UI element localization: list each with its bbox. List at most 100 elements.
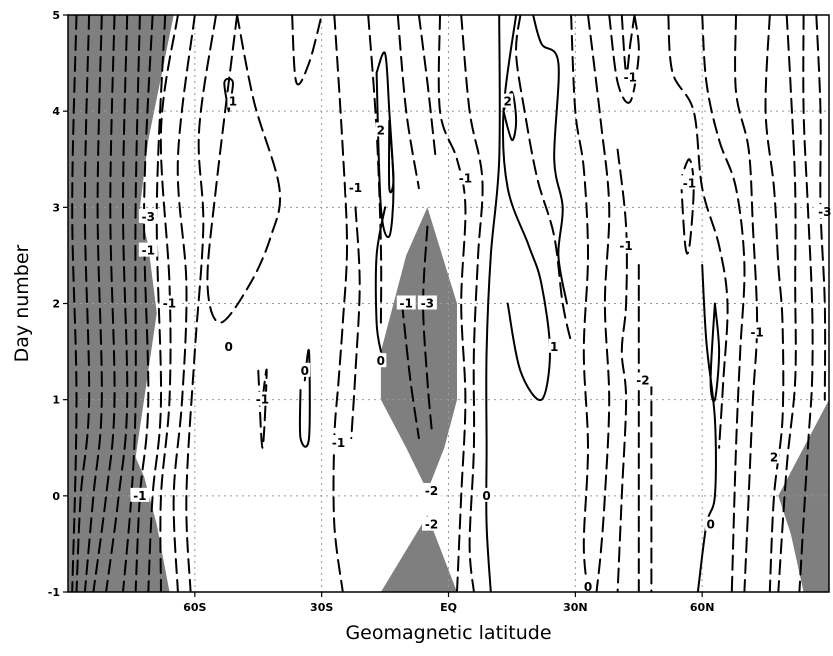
contour-line-41 <box>709 302 721 402</box>
contour-line-4 <box>105 15 129 592</box>
contour-label-25: -1 <box>138 242 158 258</box>
contour-label-text: 2 <box>377 123 385 137</box>
contour-line-23 <box>401 302 420 440</box>
contour-label-1: 0 <box>223 338 235 354</box>
contour-line-45 <box>734 15 759 592</box>
contour-label-bg <box>455 170 475 185</box>
contour-label-bg <box>502 93 514 108</box>
y-axis-ticks: -1 0 1 2 3 4 5 <box>48 9 68 599</box>
y-tick-label-2: 1 <box>52 394 60 407</box>
contour-line-48 <box>798 15 814 592</box>
contour-label-text: 2 <box>504 95 512 109</box>
contour-label-bg <box>299 362 311 377</box>
contour-label-bg <box>422 516 442 531</box>
contour-line-0 <box>71 15 78 592</box>
y-tick-label-5: 4 <box>52 105 60 118</box>
contour-label-bg <box>548 338 560 353</box>
contour-line-46 <box>764 15 785 592</box>
contour-label-text: 0 <box>584 580 592 594</box>
contour-line-17 <box>350 206 361 440</box>
contour-line-33 <box>570 15 589 592</box>
contour-line-34 <box>587 15 611 592</box>
contour-line-22 <box>374 206 387 353</box>
contour-line-25 <box>417 15 437 161</box>
contour-line-43 <box>667 15 729 449</box>
contour-line-18 <box>367 15 383 324</box>
x-tick-label-2: EQ <box>440 601 457 614</box>
y-tick-label-4: 3 <box>52 201 60 214</box>
contour-label-22: -1 <box>747 324 767 339</box>
contour-label-text: -1 <box>624 71 637 85</box>
contour-line-21 <box>396 15 420 190</box>
contour-label-18: -2 <box>633 372 653 387</box>
contour-line-1 <box>75 15 91 592</box>
contour-label-bg <box>252 391 272 406</box>
y-tick-label-3: 2 <box>52 298 60 311</box>
contour-line-35 <box>608 15 640 104</box>
contour-label-text: -1 <box>400 297 413 311</box>
contour-label-text: -3 <box>421 297 434 311</box>
contour-label-text: 1 <box>550 340 558 354</box>
contour-label-text: 0 <box>482 489 490 503</box>
contour-label-2: -1 <box>252 391 272 407</box>
contour-label-6: 2 <box>375 122 387 137</box>
contour-label-text: -1 <box>256 393 269 407</box>
contour-label-4: -1 <box>329 434 349 450</box>
contour-lines <box>71 15 827 592</box>
contour-line-40 <box>680 158 695 255</box>
contour-label-16: -1 <box>620 69 640 85</box>
contour-label-bg <box>130 487 150 502</box>
contour-line-13 <box>257 368 268 449</box>
contour-labels: 10-10-1-120-1 -3-2-202-11-1-1-20-10-12-3-… <box>130 69 833 594</box>
contour-label-24: -3 <box>138 208 158 224</box>
contour-line-9 <box>172 15 196 592</box>
contour-label-bg <box>582 579 594 594</box>
contour-label-bg <box>345 180 365 195</box>
contour-label-28: -3 <box>815 204 833 219</box>
contour-label-14: -1 <box>455 170 475 185</box>
contour-line-16 <box>332 15 348 592</box>
contour-line-44 <box>701 15 746 592</box>
contour-label-15: 1 <box>548 338 560 354</box>
contour-label-bg <box>159 295 179 310</box>
contour-line-10 <box>185 15 217 592</box>
contour-label-27: -1 <box>130 487 150 503</box>
contour-line-32 <box>532 15 568 305</box>
contour-label-8: -1 <box>396 295 416 311</box>
contour-label-text: 2 <box>770 450 778 464</box>
contour-label-text: -1 <box>332 436 345 450</box>
contour-label-bg <box>620 69 640 84</box>
contour-label-19: 0 <box>582 579 594 594</box>
contour-label-bg <box>679 175 699 190</box>
contour-line-5 <box>122 15 141 592</box>
contour-label-text: -1 <box>683 176 696 190</box>
contour-line-14 <box>298 348 311 448</box>
contour-label-text: -3 <box>142 210 155 224</box>
contour-label-text: 0 <box>706 518 714 532</box>
contour-label-0: 1 <box>227 93 239 109</box>
contour-label-text: 0 <box>377 354 385 368</box>
contour-label-text: -1 <box>142 244 155 258</box>
y-tick-label-1: 0 <box>52 490 60 503</box>
contour-label-20: -1 <box>679 175 699 190</box>
contour-label-bg <box>417 295 437 310</box>
contour-label-23: 2 <box>768 449 780 464</box>
contour-line-37 <box>616 148 628 592</box>
contour-label-text: -1 <box>619 239 632 253</box>
contour-label-bg <box>329 434 349 449</box>
contour-label-bg <box>705 516 717 531</box>
contour-label-26: -1 <box>159 295 179 311</box>
contour-line-6 <box>134 15 154 592</box>
contour-line-24 <box>422 225 433 430</box>
contour-label-bg <box>375 122 387 137</box>
contour-label-17: -1 <box>616 237 636 253</box>
contour-line-7 <box>147 15 167 592</box>
contour-line-11 <box>206 15 282 324</box>
contour-label-text: 0 <box>301 364 309 378</box>
contour-label-text: -1 <box>163 297 176 311</box>
contour-label-bg <box>422 483 442 498</box>
contour-label-text: -3 <box>818 205 831 219</box>
contour-label-text: -1 <box>349 181 362 195</box>
contour-label-bg <box>616 237 636 252</box>
contour-label-bg <box>481 487 493 502</box>
